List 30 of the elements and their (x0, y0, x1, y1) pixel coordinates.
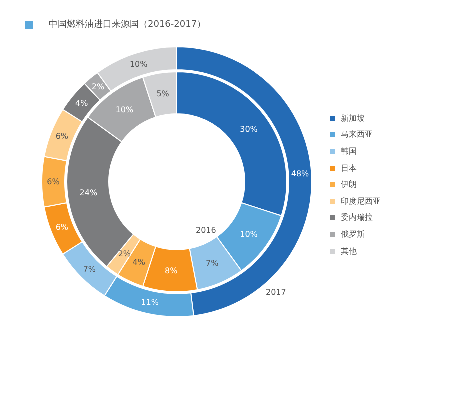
data-label: 4% (75, 98, 89, 108)
data-label: 7% (83, 264, 96, 274)
data-label: 10% (130, 60, 148, 70)
legend-label: 其他 (341, 246, 357, 257)
legend-label: 委内瑞拉 (341, 212, 373, 224)
legend-label: 日本 (341, 162, 357, 174)
data-label: 5% (156, 90, 170, 99)
data-label: 4% (132, 258, 146, 268)
data-label: 8% (165, 266, 178, 276)
legend-label: 俄罗斯 (341, 228, 365, 240)
data-label: 2% (92, 82, 106, 92)
legend-label: 韩国 (341, 146, 357, 157)
data-label: 7% (206, 259, 220, 268)
data-label: 6% (56, 132, 69, 142)
legend-label: 马来西亚 (341, 129, 373, 140)
data-label: 6% (47, 178, 60, 186)
data-label: 10% (240, 230, 258, 239)
slice-label: 2017 (266, 288, 286, 297)
legend-label: 伊朗 (341, 179, 357, 190)
legend-label: 新加坡 (341, 112, 365, 124)
legend-label: 印度尼西亚 (341, 196, 381, 207)
slice-label: 2016 (196, 226, 216, 235)
data-label: 30% (240, 125, 258, 134)
data-label: 6% (56, 222, 69, 232)
data-label: 24% (80, 188, 98, 198)
data-label: 2% (118, 250, 132, 259)
data-label: 10% (116, 105, 134, 114)
chart-title: 中国燃料油进口来源国（2016-2017） (49, 18, 206, 31)
data-label: 11% (141, 298, 160, 308)
data-label: 48% (291, 170, 310, 179)
